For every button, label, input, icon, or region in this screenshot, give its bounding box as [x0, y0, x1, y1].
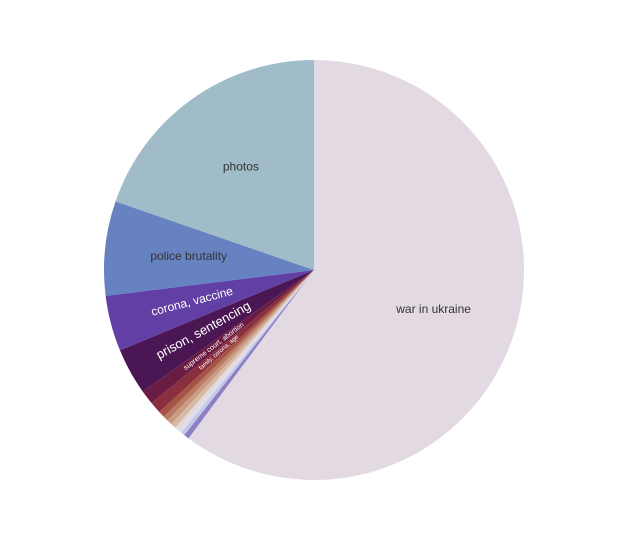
pie-slice-10 [142, 270, 314, 404]
pie-slices [104, 60, 524, 480]
pie-slice-3 [178, 270, 314, 433]
pie-label-14: photos [223, 160, 259, 174]
pie-label-13: police brutality [150, 249, 227, 263]
pie-slice-1 [184, 270, 314, 439]
pie-slice-5 [171, 270, 314, 428]
pie-slice-6 [167, 270, 314, 425]
pie-slice-7 [163, 270, 314, 421]
pie-slice-4 [175, 270, 314, 431]
pie-slice-13 [104, 201, 314, 296]
pie-slice-12 [105, 270, 314, 351]
pie-slice-8 [159, 270, 314, 417]
pie-label-0: war in ukraine [395, 302, 471, 316]
pie-slice-14 [115, 60, 314, 270]
pie-slice-2 [181, 270, 314, 436]
pie-slice-9 [151, 270, 314, 412]
pie-slice-0 [188, 60, 524, 480]
pie-slice-11 [119, 270, 314, 392]
